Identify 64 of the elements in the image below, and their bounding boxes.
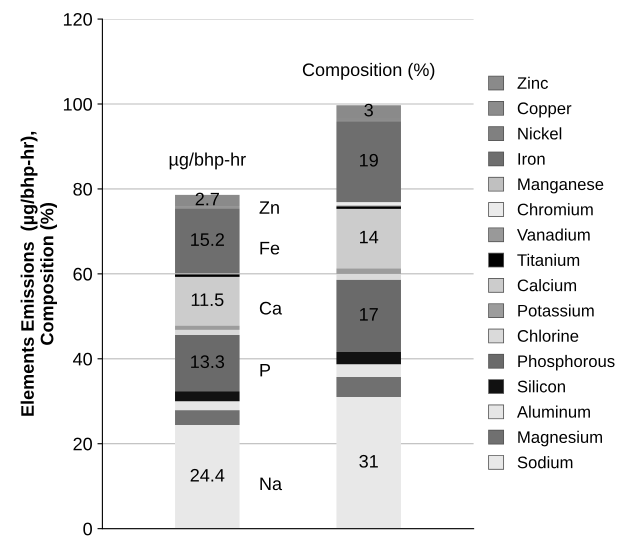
legend-label: Calcium <box>518 279 576 292</box>
bar <box>336 397 401 529</box>
bar <box>175 410 240 426</box>
annotation: Fe <box>260 242 280 255</box>
bar <box>336 274 401 280</box>
bar <box>175 208 240 274</box>
annotation: Ca <box>260 302 282 315</box>
annotation: Composition (%) <box>302 62 434 80</box>
legend-label: Titanium <box>517 254 580 266</box>
data-label: 31 <box>359 454 378 468</box>
bar <box>336 377 401 398</box>
legend-label: Nickel <box>518 127 562 140</box>
y-tick-label: 100 <box>64 98 92 111</box>
legend-label: Phosphorous <box>518 354 615 370</box>
annotation: Na <box>260 478 282 490</box>
bar <box>336 268 401 274</box>
annotation: µg/bhp-hr <box>170 152 246 170</box>
data-label: 15.2 <box>191 233 224 246</box>
bar <box>336 364 401 378</box>
bar <box>175 274 240 277</box>
bar <box>336 352 401 364</box>
legend-label: Iron <box>518 153 545 165</box>
y-tick-label: 80 <box>73 182 92 196</box>
legend-label: Manganese <box>518 178 604 194</box>
annotation: Zn <box>260 201 279 214</box>
legend-label: Magnesium <box>518 430 602 446</box>
legend-label: Silicon <box>518 380 565 392</box>
legend-label: Chlorine <box>518 330 578 342</box>
data-label: 24.4 <box>190 468 224 482</box>
bar <box>175 335 240 392</box>
y-tick-label: 60 <box>74 268 92 281</box>
bar <box>336 208 401 268</box>
bar <box>336 206 401 209</box>
legend-label: Sodium <box>518 456 572 468</box>
legend-label: Zinc <box>517 76 548 89</box>
data-label: 19 <box>360 154 378 167</box>
bar <box>175 330 240 336</box>
y-tick-label: 120 <box>64 13 92 26</box>
bar <box>175 194 240 206</box>
data-label: 17 <box>360 308 378 321</box>
data-label: 3 <box>364 104 373 116</box>
legend-label: Potassium <box>518 304 594 317</box>
data-label: 11.5 <box>192 294 224 306</box>
legend-label: Copper <box>518 102 572 118</box>
bar <box>336 202 401 206</box>
bar <box>336 280 401 352</box>
bar <box>175 391 240 402</box>
bar <box>175 401 240 410</box>
data-label: 14 <box>360 230 378 244</box>
bar <box>175 326 240 330</box>
legend-label: Chromium <box>518 203 593 216</box>
annotation: P <box>260 364 270 376</box>
data-label: 2.7 <box>196 192 219 206</box>
bar <box>175 425 240 529</box>
y-tick-label: 20 <box>74 438 92 450</box>
bar <box>175 276 240 326</box>
data-label: 13.3 <box>191 355 224 368</box>
legend-label: Aluminum <box>516 405 590 418</box>
y-tick-label: 40 <box>73 352 92 366</box>
y-tick-label: 0 <box>83 522 92 536</box>
bar <box>336 105 401 118</box>
y-axis-title: Elements Emissions (µg/bhp-hr), Composition (%) <box>20 132 57 416</box>
legend-label: Vanadium <box>517 228 590 241</box>
bar <box>336 121 401 202</box>
